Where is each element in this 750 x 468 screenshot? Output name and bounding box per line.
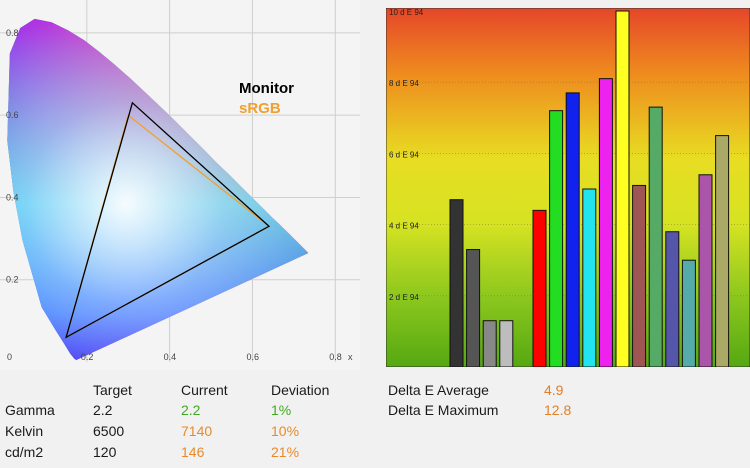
row-luminance-target: 120 bbox=[93, 444, 117, 460]
row-gamma-deviation: 1% bbox=[271, 402, 292, 418]
calibration-table: Target Current Deviation Gamma 2.2 2.2 1… bbox=[0, 380, 380, 465]
delta-e-bar bbox=[499, 320, 514, 367]
delta-e-bar bbox=[615, 10, 630, 367]
delta-e-tick-label: 10 d E 94 bbox=[389, 8, 424, 17]
cie-chromaticity-chart: 0 0.2 0.4 0.6 0.8 x 0.2 0.4 0.6 0.8 Monitor sRGB bbox=[0, 0, 360, 370]
legend-monitor: Monitor bbox=[239, 80, 294, 97]
legend-srgb: sRGB bbox=[239, 100, 281, 117]
cie-x-tick-label: 0.8 bbox=[329, 352, 342, 362]
delta-e-average-label: Delta E Average bbox=[388, 382, 489, 398]
cie-y-tick-label: 0.4 bbox=[6, 192, 19, 202]
delta-e-tick-label: 2 d E 94 bbox=[389, 293, 419, 302]
row-kelvin-current: 7140 bbox=[181, 423, 213, 439]
cie-x-tick-label: 0 bbox=[7, 352, 12, 362]
delta-e-bar bbox=[466, 249, 481, 367]
delta-e-bar bbox=[648, 106, 663, 367]
header-deviation: Deviation bbox=[271, 382, 330, 398]
delta-e-bar bbox=[482, 320, 497, 367]
row-kelvin-deviation: 10% bbox=[271, 423, 300, 439]
delta-e-bars bbox=[449, 10, 730, 367]
row-kelvin-label: Kelvin bbox=[5, 423, 44, 439]
delta-e-bar bbox=[665, 231, 680, 367]
delta-e-tick-labels: 2 d E 94 4 d E 94 6 d E 94 8 d E 94 10 d E 9… bbox=[389, 8, 424, 302]
delta-e-bar bbox=[698, 174, 713, 367]
row-luminance-current: 146 bbox=[181, 444, 205, 460]
delta-e-bar bbox=[532, 209, 547, 367]
delta-e-bar bbox=[565, 92, 580, 367]
delta-e-bar bbox=[549, 110, 564, 367]
cie-tick-labels: 0 0.2 0.4 0.6 0.8 x 0.2 0.4 0.6 0.8 bbox=[6, 28, 353, 362]
delta-e-bar bbox=[632, 184, 647, 367]
cie-x-tick-label: 0.4 bbox=[164, 352, 177, 362]
delta-e-bar bbox=[715, 135, 730, 367]
header-target: Target bbox=[93, 382, 132, 398]
delta-e-summary: Delta E Average 4.9 Delta E Maximum 12.8 bbox=[386, 380, 746, 425]
delta-e-bar bbox=[582, 188, 597, 367]
gamut-triangles bbox=[65, 101, 271, 339]
cie-x-axis-label: x bbox=[348, 352, 353, 362]
delta-e-maximum-label: Delta E Maximum bbox=[388, 402, 499, 418]
cie-x-tick-label: 0.6 bbox=[246, 352, 259, 362]
delta-e-bar bbox=[449, 199, 464, 367]
row-luminance-label: cd/m2 bbox=[5, 444, 44, 460]
delta-e-tick-label: 8 d E 94 bbox=[389, 79, 419, 88]
row-luminance-deviation: 21% bbox=[271, 444, 300, 460]
delta-e-tick-label: 4 d E 94 bbox=[389, 222, 419, 231]
row-kelvin-target: 6500 bbox=[93, 423, 125, 439]
row-gamma-target: 2.2 bbox=[93, 402, 113, 418]
row-gamma-current: 2.2 bbox=[181, 402, 201, 418]
cie-y-tick-label: 0.6 bbox=[6, 110, 19, 120]
cie-legend: Monitor sRGB bbox=[239, 80, 294, 117]
delta-e-bar bbox=[598, 78, 613, 367]
delta-e-maximum-value: 12.8 bbox=[544, 402, 572, 418]
delta-e-average-value: 4.9 bbox=[544, 382, 564, 398]
delta-e-tick-label: 6 d E 94 bbox=[389, 150, 419, 159]
delta-e-bar bbox=[681, 259, 696, 367]
delta-e-grid bbox=[386, 10, 750, 297]
monitor-gamut-triangle bbox=[65, 101, 271, 339]
header-current: Current bbox=[181, 382, 228, 398]
cie-x-tick-label: 0.2 bbox=[81, 352, 94, 362]
row-gamma-label: Gamma bbox=[5, 402, 55, 418]
delta-e-bar-chart: 2 d E 94 4 d E 94 6 d E 94 8 d E 94 10 d E 9… bbox=[386, 8, 750, 367]
cie-y-tick-label: 0.8 bbox=[6, 28, 19, 38]
cie-y-tick-label: 0.2 bbox=[6, 275, 19, 285]
